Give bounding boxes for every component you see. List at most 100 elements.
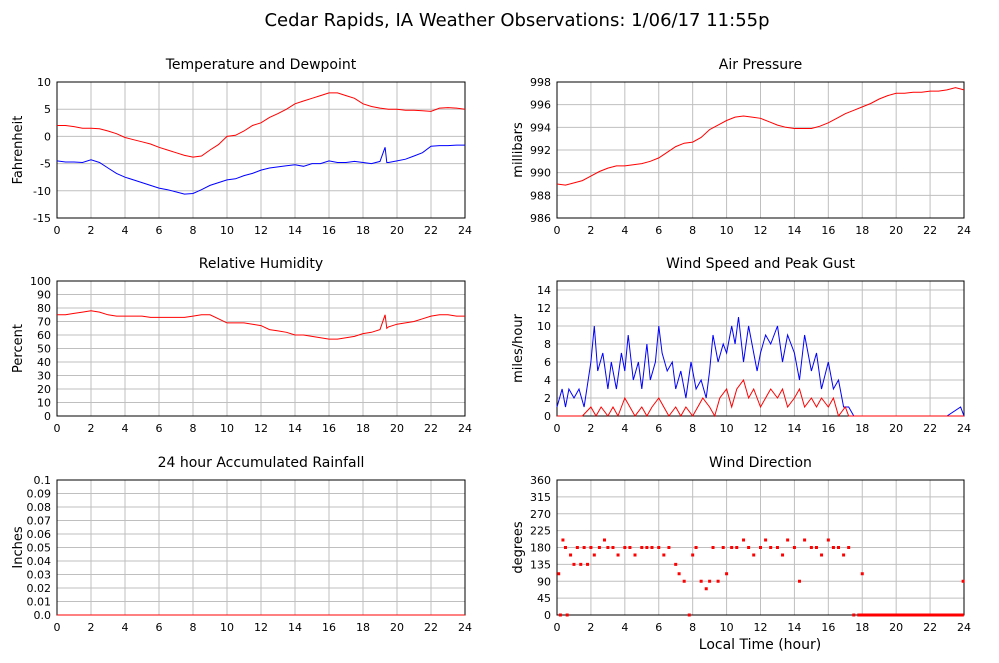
x-tick-label: 8	[190, 422, 197, 435]
data-point	[864, 613, 868, 617]
y-tick-label: 0	[44, 130, 51, 143]
y-tick-label: 270	[530, 508, 551, 521]
data-point	[889, 613, 893, 617]
data-point	[711, 546, 715, 549]
y-tick-label: 360	[530, 474, 551, 487]
x-tick-label: 16	[821, 621, 835, 634]
data-point	[906, 613, 910, 617]
data-point	[887, 613, 891, 617]
data-point	[898, 613, 902, 617]
series-line-0	[556, 316, 965, 417]
data-point	[923, 613, 927, 617]
data-point	[860, 613, 864, 617]
data-point	[842, 553, 846, 557]
y-tick-label: 988	[530, 189, 551, 202]
data-point	[872, 613, 876, 617]
data-point	[904, 613, 908, 617]
y-tick-label: 80	[37, 302, 51, 315]
x-tick-label: 22	[923, 621, 937, 634]
x-tick-label: 14	[787, 224, 801, 237]
x-tick-label: 4	[122, 621, 129, 634]
y-tick-label: 0	[544, 410, 551, 423]
data-point	[798, 579, 802, 583]
y-tick-label: 90	[537, 575, 551, 588]
data-point	[954, 613, 958, 617]
y-tick-label: 10	[37, 397, 51, 410]
data-point	[803, 538, 807, 542]
data-point	[925, 613, 929, 617]
data-point	[926, 613, 930, 617]
x-tick-label: 6	[156, 422, 163, 435]
data-point	[891, 613, 895, 617]
data-point	[933, 613, 937, 617]
y-tick-label: 14	[537, 284, 551, 297]
x-tick-label: 8	[190, 224, 197, 237]
x-tick-label: 24	[957, 621, 971, 634]
chart-temperature: 0 2 4 6 8 10 12 14 16 18 20 22 24-15-10-50510Tempera…	[11, 57, 472, 237]
x-tick-label: 2	[587, 621, 594, 634]
data-point	[862, 613, 866, 617]
x-tick-label: 20	[889, 224, 903, 237]
x-tick-label: 10	[220, 621, 234, 634]
x-tick-label: 14	[787, 621, 801, 634]
x-tick-label: 8	[689, 621, 696, 634]
data-point	[903, 613, 907, 617]
data-point	[847, 546, 851, 549]
data-point	[826, 538, 830, 542]
data-point	[650, 546, 654, 549]
x-tick-label: 18	[356, 422, 370, 435]
data-point	[694, 546, 698, 549]
data-point	[662, 553, 666, 557]
x-tick-label: 24	[458, 422, 472, 435]
x-tick-label: 12	[754, 224, 768, 237]
data-point	[589, 546, 593, 549]
data-point	[674, 562, 678, 566]
x-tick-label: 24	[957, 422, 971, 435]
y-axis-label: Percent	[11, 324, 26, 373]
data-point	[687, 613, 691, 617]
y-tick-label: 90	[37, 289, 51, 302]
series-line-1	[557, 378, 964, 418]
data-point	[860, 572, 864, 576]
data-point	[747, 546, 751, 549]
data-point	[667, 546, 671, 549]
y-axis-label: Inches	[11, 526, 26, 568]
y-tick-label: 50	[37, 343, 51, 356]
y-tick-label: 998	[530, 76, 551, 89]
y-tick-label: 225	[530, 525, 551, 538]
y-tick-label: 180	[530, 542, 551, 555]
data-point	[814, 546, 818, 549]
data-point	[955, 613, 959, 617]
data-point	[809, 546, 813, 549]
x-tick-label: 4	[621, 224, 628, 237]
page-title: Cedar Rapids, IA Weather Observations: 1…	[264, 10, 769, 31]
data-point	[886, 613, 890, 617]
data-point	[579, 562, 583, 566]
y-tick-label: 100	[30, 275, 51, 288]
x-tick-label: 18	[356, 224, 370, 237]
plot-frame	[556, 280, 965, 417]
data-point	[942, 613, 946, 617]
x-tick-label: 22	[424, 224, 438, 237]
x-tick-label: 18	[855, 422, 869, 435]
data-point	[940, 613, 944, 617]
y-tick-label: 10	[37, 76, 51, 89]
data-point	[909, 613, 913, 617]
y-tick-label: 4	[544, 374, 551, 387]
y-tick-label: 0.01	[27, 596, 52, 609]
series-line-0	[57, 310, 465, 340]
y-tick-label: 40	[37, 356, 51, 369]
y-tick-label: 30	[37, 370, 51, 383]
y-tick-label: 70	[37, 316, 51, 329]
y-tick-label: 20	[37, 383, 51, 396]
y-axis-label: millibars	[511, 122, 526, 178]
plot-frame	[556, 479, 965, 616]
data-point	[721, 546, 725, 549]
y-tick-label: 0.06	[27, 528, 52, 541]
x-tick-label: 24	[458, 224, 472, 237]
data-point	[867, 613, 871, 617]
x-tick-label: 0	[554, 224, 561, 237]
x-tick-label: 6	[156, 224, 163, 237]
